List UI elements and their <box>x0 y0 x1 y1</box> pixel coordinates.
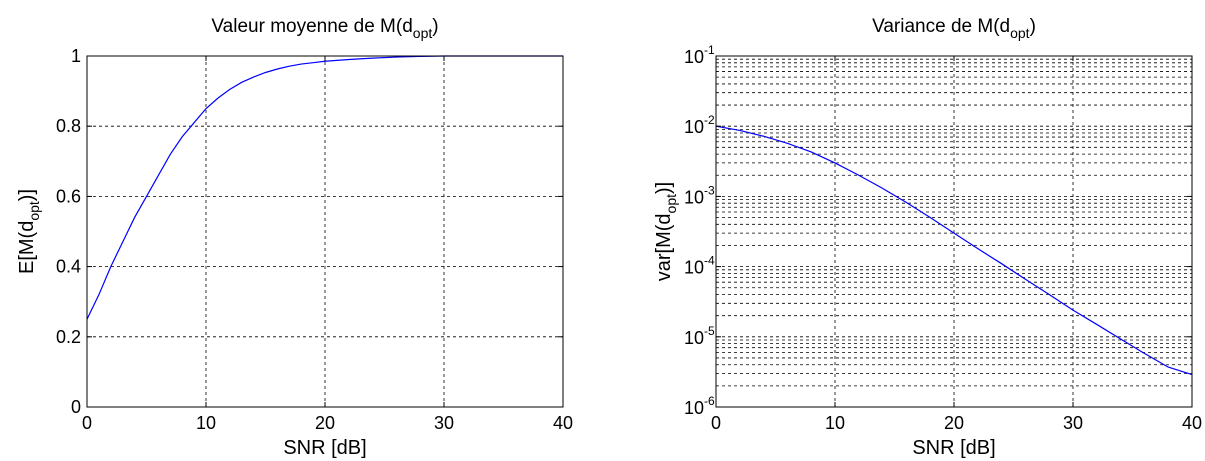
mean-x-axis-label: SNR [dB] <box>283 437 366 459</box>
variance-chart-title: Variance de M(dopt) <box>872 16 1036 41</box>
mean-y-tick-label: 0.2 <box>56 327 81 347</box>
variance-chart-panel: 0 10 20 30 40 10-6 10-5 10-4 10-3 10-2 10-1 Varianc… <box>653 16 1202 459</box>
variance-y-tick-label: 10-5 <box>684 324 715 348</box>
mean-y-axis-label: E[M(dopt)] <box>16 189 42 274</box>
mean-x-tick-label: 30 <box>434 413 454 433</box>
mean-x-tick-label: 0 <box>82 413 92 433</box>
mean-y-tick-label: 0.6 <box>56 186 81 206</box>
variance-y-tick-label: 10-4 <box>684 254 715 278</box>
mean-x-tick-label: 20 <box>315 413 335 433</box>
variance-x-tick-label: 20 <box>944 413 964 433</box>
variance-series-line <box>715 125 1193 376</box>
mean-y-tick-label: 0.4 <box>56 257 81 277</box>
variance-x-tick-label: 0 <box>711 413 721 433</box>
variance-grid <box>716 56 1192 407</box>
mean-y-tick-label: 0 <box>71 397 81 417</box>
variance-y-tick-label: 10-1 <box>684 43 715 67</box>
variance-x-tick-label: 40 <box>1182 413 1202 433</box>
mean-tick-marks <box>86 55 564 408</box>
mean-chart-panel: 0 10 20 30 40 0 0.2 0.4 0.6 0.8 1 Valeur moyenne de… <box>16 16 573 459</box>
mean-grid <box>87 56 563 407</box>
variance-y-tick-label: 10-2 <box>684 113 715 137</box>
variance-x-axis-label: SNR [dB] <box>912 437 995 459</box>
mean-x-tick-label: 40 <box>553 413 573 433</box>
mean-x-tick-label: 10 <box>196 413 216 433</box>
variance-tick-marks <box>715 55 1193 408</box>
mean-y-tick-label: 1 <box>71 46 81 66</box>
variance-y-tick-label: 10-3 <box>684 183 715 207</box>
mean-chart-title: Valeur moyenne de M(dopt) <box>211 16 438 41</box>
mean-y-tick-label: 0.8 <box>56 116 81 136</box>
variance-y-tick-label: 10-6 <box>684 394 715 418</box>
variance-x-tick-label: 10 <box>825 413 845 433</box>
variance-y-axis-label: var[M(dopt)] <box>653 182 679 281</box>
variance-x-tick-label: 30 <box>1063 413 1083 433</box>
